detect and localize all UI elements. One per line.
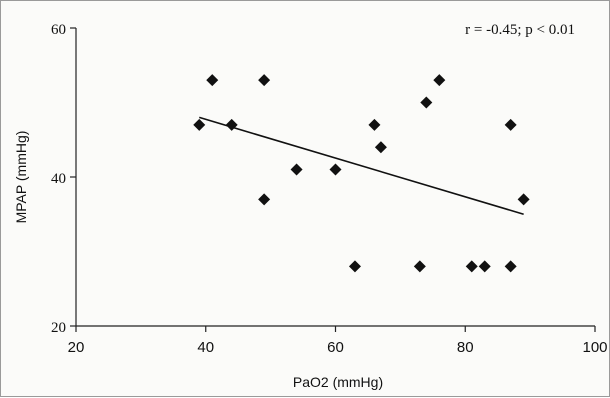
data-point	[258, 193, 271, 206]
y-axis-label: MPAP (mmHg)	[13, 131, 29, 224]
y-tick-label: 60	[51, 22, 66, 38]
data-points	[193, 74, 530, 273]
data-point	[193, 118, 206, 131]
y-tick-label: 20	[51, 320, 66, 336]
data-point	[290, 163, 303, 176]
trendline-group	[199, 116, 524, 216]
data-point	[348, 260, 361, 273]
data-point	[258, 74, 271, 87]
correlation-annotation: r = -0.45; p < 0.01	[465, 22, 575, 38]
x-tick-label: 20	[68, 339, 85, 356]
data-point	[420, 96, 433, 109]
data-point	[504, 260, 517, 273]
data-point	[504, 118, 517, 131]
x-tick-label: 100	[582, 339, 607, 356]
ticks: 20 40 60 80 100 20 40 60	[51, 22, 608, 356]
x-tick-label: 80	[457, 339, 474, 356]
data-point	[225, 118, 238, 131]
data-point	[206, 74, 219, 87]
data-point	[368, 118, 381, 131]
data-point	[413, 260, 426, 273]
trendline	[199, 116, 524, 216]
x-axis-label: PaO2 (mmHg)	[293, 374, 383, 390]
data-point	[465, 260, 478, 273]
data-point	[329, 163, 342, 176]
x-tick-label: 40	[197, 339, 214, 356]
x-tick-label: 60	[327, 339, 344, 356]
data-point	[517, 193, 530, 206]
data-point	[433, 74, 446, 87]
data-point	[478, 260, 491, 273]
y-tick-label: 40	[51, 171, 66, 187]
axes	[75, 28, 595, 327]
data-point	[374, 141, 387, 154]
